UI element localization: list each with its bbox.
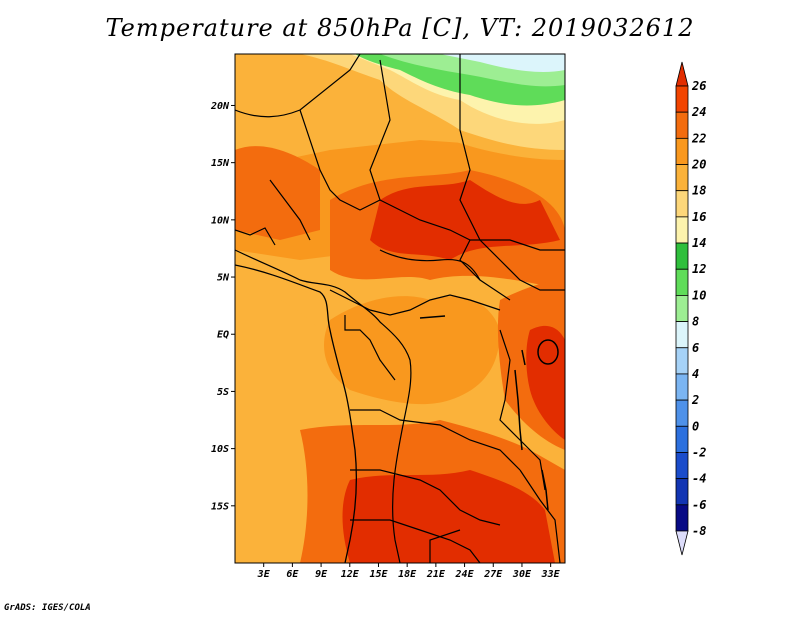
y-tick-label: 15S: [211, 501, 229, 512]
y-tick-label: 5N: [217, 273, 230, 284]
colorbar-bin: [675, 399, 689, 427]
field-congo-core: [324, 296, 500, 405]
colorbar-bin: [675, 295, 689, 322]
colorbar-bin: [675, 111, 689, 139]
map-frame: [234, 53, 566, 564]
y-axis: 20N 15N 10N 5N EQ 5S 10S 15S: [210, 101, 235, 512]
x-tick-label: 9E: [315, 569, 328, 580]
colorbar-bin: [675, 452, 689, 480]
colorbar-label: 0: [692, 419, 699, 433]
lake-albert: [521, 349, 526, 366]
colorbar-label: 14: [692, 236, 706, 250]
field-green-3: [440, 54, 565, 73]
colorbar-label: -4: [692, 472, 706, 486]
x-tick-label: 6E: [286, 569, 299, 580]
colorbar-label: 18: [692, 184, 706, 198]
x-tick-label: 3E: [257, 569, 271, 580]
colorbar-bin: [675, 321, 689, 349]
colorbar-label: 8: [692, 315, 699, 329]
field-east-africa-hot: [526, 325, 565, 440]
field-west-africa: [235, 146, 320, 240]
colorbar-bin: [675, 268, 689, 296]
x-tick-label: 21E: [426, 569, 446, 580]
colorbar-bin: [675, 242, 689, 270]
lake-tanganyika: [514, 369, 523, 451]
grads-credit: GrADS: IGES/COLA: [4, 603, 91, 613]
chart-title: Temperature at 850hPa [C], VT: 201903261…: [105, 14, 695, 42]
x-tick-label: 24E: [455, 569, 475, 580]
colorbar-extend-low: [675, 530, 689, 556]
y-tick-label: 5S: [217, 387, 229, 398]
colorbar-bin: [675, 190, 689, 218]
colorbar-label: 24: [691, 105, 706, 119]
colorbar-bin: [675, 504, 689, 532]
lake-victoria: [537, 339, 559, 365]
x-axis: 3E 6E 9E 12E 15E 18E 21E 24E 27E 30E 33E: [257, 563, 561, 580]
x-tick-label: 12E: [341, 569, 360, 580]
y-tick-label: 10N: [211, 215, 230, 226]
y-tick-label: EQ: [217, 330, 229, 341]
lake-malawi: [541, 469, 549, 511]
colorbar-label: 12: [692, 262, 706, 276]
colorbar-label: 6: [692, 341, 699, 355]
colorbar-bin: [675, 164, 689, 192]
colorbar-label: 16: [692, 210, 706, 224]
colorbar-label: 4: [692, 367, 699, 381]
y-tick-label: 15N: [211, 158, 230, 169]
field-hottest-band: [370, 180, 560, 260]
lakes: [419, 315, 559, 511]
country-borders: [235, 54, 565, 563]
colorbar-extend-high: [675, 61, 689, 87]
x-tick-label: 18E: [398, 569, 417, 580]
colorbar-label: -8: [692, 524, 706, 538]
colorbar-label: 22: [691, 131, 706, 145]
x-tick-label: 33E: [541, 569, 561, 580]
colorbar-label: 2: [691, 393, 699, 407]
colorbar-bin: [675, 85, 689, 113]
colorbar-label: 10: [692, 288, 706, 302]
colorbar-bin: [675, 137, 689, 165]
x-tick-label: 30E: [512, 569, 532, 580]
field-south-hot: [342, 470, 555, 563]
map-field: [235, 54, 565, 563]
colorbar-bin: [675, 373, 689, 401]
y-tick-label: 10S: [211, 444, 229, 455]
y-tick-label: 20N: [210, 101, 230, 112]
colorbar-bin: [675, 425, 689, 453]
colorbar-bin: [675, 347, 689, 375]
colorbar-label: 20: [691, 158, 706, 172]
colorbar-label: -6: [692, 498, 706, 512]
colorbar-bin: [675, 216, 689, 244]
lake-tumba: [419, 315, 446, 319]
coastline: [235, 264, 358, 563]
x-tick-label: 27E: [483, 569, 503, 580]
colorbar-bin: [675, 478, 689, 506]
colorbar-label: 26: [691, 79, 706, 93]
colorbar-label: -2: [692, 445, 706, 459]
x-tick-label: 15E: [369, 569, 388, 580]
